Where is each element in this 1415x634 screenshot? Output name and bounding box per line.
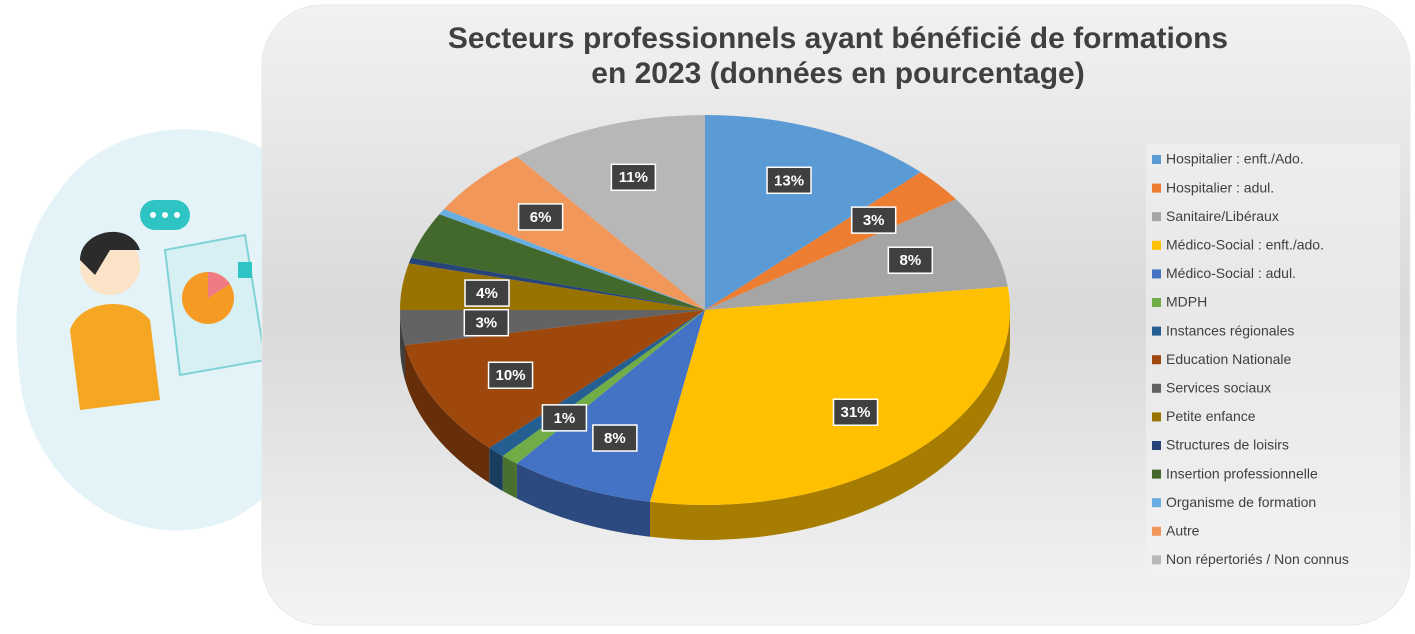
slice — [439, 209, 705, 310]
legend-label: Hospitalier : adul. — [1166, 179, 1274, 195]
legend-swatch — [1152, 240, 1161, 250]
slice — [516, 310, 705, 502]
slice-side — [404, 345, 490, 483]
slice-side — [502, 455, 517, 499]
slice-side — [650, 310, 1010, 541]
legend-swatch — [1152, 298, 1161, 307]
data-label: 31% — [841, 404, 871, 421]
data-label: 3% — [863, 212, 885, 229]
data-label: 6% — [530, 209, 552, 226]
slice — [443, 156, 705, 310]
legend-label: Hospitalier : enft./Ado. — [1166, 151, 1304, 167]
data-label: 4% — [476, 285, 498, 302]
legend-label: MDPH — [1166, 294, 1207, 310]
data-label-box — [487, 361, 534, 389]
data-label: 3% — [475, 315, 497, 332]
data-label: 8% — [899, 252, 921, 269]
data-label-box — [766, 166, 812, 195]
slice-side — [489, 447, 503, 491]
data-label-box — [517, 203, 564, 231]
legend-label: Sanitaire/Libéraux — [1166, 208, 1279, 224]
slice — [705, 115, 921, 310]
data-label-box — [541, 404, 588, 432]
legend-label: Services sociaux — [1166, 380, 1271, 396]
slice — [516, 115, 705, 310]
data-label-box — [610, 163, 657, 192]
legend-swatch — [1152, 183, 1161, 193]
data-label-box — [832, 398, 879, 426]
legend-label: Petite enfance — [1166, 408, 1256, 424]
data-label-box — [850, 206, 897, 234]
slice — [408, 257, 705, 310]
chart-title: Secteurs professionnels ayant bénéficié … — [448, 22, 1228, 55]
data-label: 1% — [554, 410, 576, 427]
legend-swatch — [1152, 326, 1161, 336]
data-label-box — [463, 308, 510, 337]
legend-swatch — [1152, 269, 1161, 279]
legend-swatch — [1152, 212, 1161, 222]
legend-swatch — [1152, 155, 1161, 164]
legend-swatch — [1152, 526, 1161, 536]
data-label: 8% — [604, 430, 626, 447]
legend-label: Insertion professionnelle — [1166, 465, 1318, 481]
legend-swatch — [1152, 441, 1161, 450]
legend-swatch — [1152, 383, 1161, 393]
slice — [650, 286, 1010, 505]
data-label-box — [592, 424, 638, 452]
legend-label: Structures de loisirs — [1166, 437, 1289, 453]
legend-swatch — [1152, 555, 1161, 565]
legend-label: Médico-Social : adul. — [1166, 265, 1296, 281]
slice — [705, 199, 1008, 310]
legend-swatch — [1152, 498, 1161, 508]
legend-swatch — [1152, 469, 1161, 479]
legend-label: Autre — [1166, 523, 1200, 539]
legend-swatch — [1152, 355, 1161, 365]
data-label-box — [464, 279, 510, 307]
chart-subtitle: en 2023 (données en pourcentage) — [591, 57, 1084, 90]
legend-swatch — [1152, 412, 1161, 422]
legend-label: Médico-Social : enft./ado. — [1166, 237, 1324, 253]
slice-side — [516, 463, 651, 537]
slice — [411, 214, 705, 310]
data-label-box — [887, 246, 934, 274]
data-label: 11% — [619, 169, 648, 186]
legend-label: Organisme de formation — [1166, 494, 1316, 510]
illustration — [16, 129, 333, 531]
legend-label: Instances régionales — [1166, 322, 1294, 338]
slice — [404, 310, 705, 448]
data-label: 13% — [774, 172, 804, 189]
legend-box — [1146, 144, 1400, 579]
data-label: 10% — [496, 367, 526, 384]
legend-label: Education Nationale — [1166, 351, 1292, 367]
slice-side — [400, 310, 405, 381]
legend-label: Non répertoriés / Non connus — [1166, 551, 1349, 567]
